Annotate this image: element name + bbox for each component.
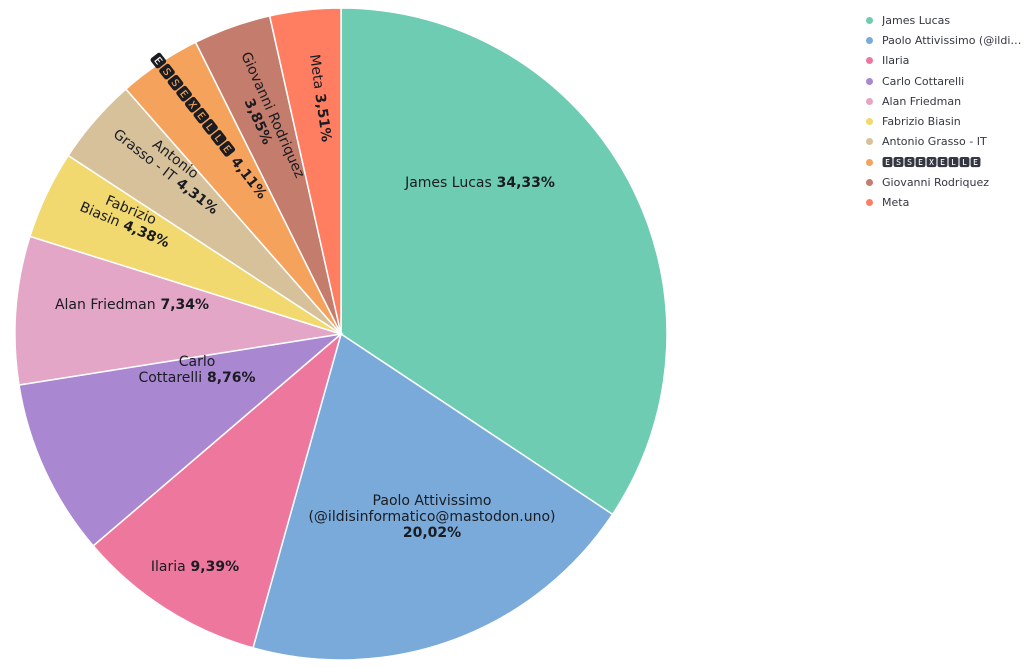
slice-name-label: Meta bbox=[306, 53, 327, 90]
pie-slice[interactable] bbox=[268, 7, 342, 335]
slice-percent-label: 8,76% bbox=[202, 370, 255, 386]
pie-slice[interactable] bbox=[14, 235, 342, 386]
legend-color-icon bbox=[866, 158, 873, 166]
legend-item[interactable]: Giovanni Rodriquez bbox=[866, 172, 1024, 192]
slice-label: Ilaria 9,39% bbox=[151, 559, 239, 575]
legend-color-icon bbox=[866, 118, 873, 126]
legend-color-icon bbox=[866, 199, 873, 207]
legend-item[interactable]: 🅴🆂🆂🅴🆇🅴🅻🅻🅴 bbox=[866, 152, 1024, 172]
slice-percent-label: 7,34% bbox=[156, 297, 209, 313]
legend-label: Giovanni Rodriquez bbox=[882, 176, 989, 190]
legend-label: Meta bbox=[882, 196, 910, 210]
slice-label: Meta 3,51% bbox=[306, 53, 334, 143]
legend-color-icon bbox=[866, 179, 873, 187]
svg-text:Cottarelli 8,76%: Cottarelli 8,76% bbox=[138, 370, 255, 386]
slice-label: Paolo Attivissimo(@ildisinformatico@mast… bbox=[308, 493, 555, 541]
legend-label: James Lucas bbox=[882, 13, 951, 27]
legend-item[interactable]: Paolo Attivissimo (@ildis… bbox=[866, 30, 1024, 50]
legend-label: 🅴🆂🆂🅴🆇🅴🅻🅻🅴 bbox=[882, 156, 981, 170]
legend-color-icon bbox=[866, 36, 873, 44]
legend-label: Ilaria bbox=[882, 54, 910, 68]
chart-legend: James Lucas Paolo Attivissimo (@ildis… Ila… bbox=[866, 10, 1024, 213]
slice-percent-label: 9,39% bbox=[186, 559, 239, 575]
legend-item[interactable]: Ilaria bbox=[866, 51, 1024, 71]
legend-label: Antonio Grasso - IT bbox=[882, 135, 987, 149]
slice-name-label: James Lucas bbox=[404, 175, 492, 191]
legend-color-icon bbox=[866, 77, 873, 85]
pie-slice[interactable] bbox=[18, 332, 344, 547]
pie-chart: James Lucas 34,33% Paolo Attivissimo(@ild… bbox=[14, 7, 668, 661]
slice-percent-label: 3,51% bbox=[311, 88, 334, 143]
slice-name-label: Cottarelli bbox=[138, 370, 202, 386]
legend-item[interactable]: Antonio Grasso - IT bbox=[866, 132, 1024, 152]
legend-color-icon bbox=[866, 97, 873, 105]
svg-text:James Lucas 34,33%: James Lucas 34,33% bbox=[404, 175, 555, 191]
legend-color-icon bbox=[866, 57, 873, 65]
pie-slices bbox=[14, 7, 668, 661]
slice-name-label: Paolo Attivissimo bbox=[373, 493, 492, 509]
legend-item[interactable]: Meta bbox=[866, 193, 1024, 213]
legend-item[interactable]: Alan Friedman bbox=[866, 91, 1024, 111]
svg-text:Carlo: Carlo bbox=[179, 354, 216, 370]
slice-percent-label: 20,02% bbox=[403, 525, 461, 541]
legend-label: Alan Friedman bbox=[882, 94, 962, 108]
slice-label: James Lucas 34,33% bbox=[404, 175, 555, 191]
slice-percent-label: 34,33% bbox=[492, 175, 555, 191]
legend-label: Carlo Cottarelli bbox=[882, 74, 965, 88]
legend-color-icon bbox=[866, 138, 873, 146]
slice-name-label: (@ildisinformatico@mastodon.uno) bbox=[308, 509, 555, 525]
svg-text:Meta 3,51%: Meta 3,51% bbox=[306, 53, 334, 143]
slice-name-label: Carlo bbox=[179, 354, 216, 370]
legend-label: Fabrizio Biasin bbox=[882, 115, 961, 129]
svg-text:Paolo Attivissimo: Paolo Attivissimo bbox=[373, 493, 492, 509]
slice-name-label: Ilaria bbox=[151, 559, 186, 575]
svg-text:(@ildisinformatico@mastodon.un: (@ildisinformatico@mastodon.uno) bbox=[308, 509, 555, 525]
legend-label: Paolo Attivissimo (@ildis… bbox=[882, 33, 1024, 47]
slice-label: Alan Friedman 7,34% bbox=[55, 297, 209, 313]
svg-text:Ilaria 9,39%: Ilaria 9,39% bbox=[151, 559, 239, 575]
svg-text:20,02%: 20,02% bbox=[403, 525, 461, 541]
pie-slice[interactable] bbox=[252, 332, 614, 661]
slice-name-label: Alan Friedman bbox=[55, 297, 156, 313]
legend-item[interactable]: Carlo Cottarelli bbox=[866, 71, 1024, 91]
legend-item[interactable]: Fabrizio Biasin bbox=[866, 111, 1024, 131]
legend-item[interactable]: James Lucas bbox=[866, 10, 1024, 30]
pie-slice[interactable] bbox=[92, 331, 343, 649]
svg-text:Alan Friedman 7,34%: Alan Friedman 7,34% bbox=[55, 297, 209, 313]
legend-color-icon bbox=[866, 16, 873, 24]
